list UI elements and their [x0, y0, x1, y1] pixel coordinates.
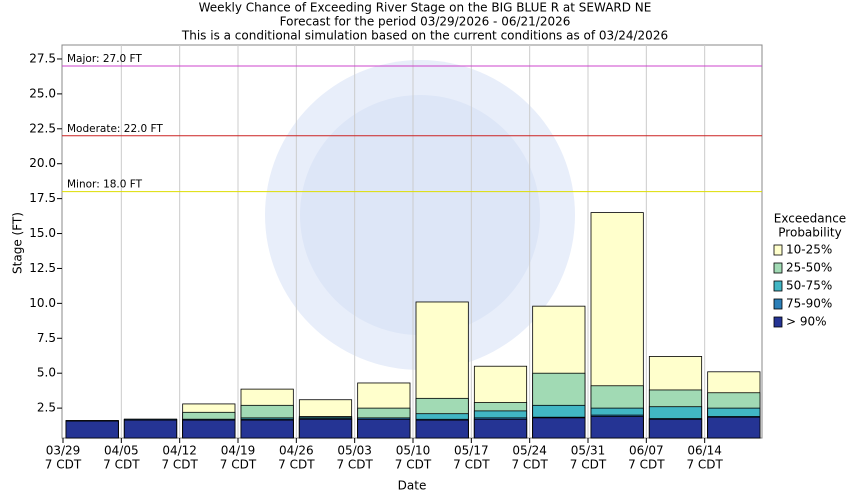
y-tick-label: 22.5: [29, 121, 56, 135]
x-tick-sublabel: 7 CDT: [686, 458, 723, 472]
x-tick-sublabel: 7 CDT: [45, 458, 82, 472]
legend-title: Probability: [778, 226, 841, 240]
legend-label: 25-50%: [786, 261, 832, 275]
legend-swatch: [773, 280, 783, 292]
chart-title: Weekly Chance of Exceeding River Stage o…: [199, 1, 652, 15]
legend-label: 10-25%: [786, 243, 832, 257]
y-tick-label: 12.5: [29, 261, 56, 275]
y-tick-label: 17.5: [29, 191, 56, 205]
x-tick-label: 05/24: [512, 444, 547, 458]
y-tick-label: 27.5: [29, 51, 56, 65]
y-tick-label: 5.0: [37, 366, 56, 380]
x-tick-sublabel: 7 CDT: [453, 458, 490, 472]
bar: [123, 419, 178, 439]
legend-swatch: [773, 244, 783, 256]
y-tick-label: 10.0: [29, 296, 56, 310]
legend-swatch: [773, 262, 783, 274]
bar: [473, 418, 528, 439]
legend-title: Exceedance: [774, 212, 846, 226]
chart-title: Forecast for the period 03/29/2026 - 06/…: [280, 15, 571, 29]
bar: [182, 419, 236, 439]
bar: [648, 418, 703, 439]
x-tick-label: 06/07: [629, 444, 664, 458]
bar: [707, 416, 761, 439]
x-tick-label: 05/17: [454, 444, 489, 458]
y-axis-label: Stage (FT): [11, 212, 25, 274]
x-tick-sublabel: 7 CDT: [570, 458, 607, 472]
x-tick-sublabel: 7 CDT: [628, 458, 665, 472]
bar: [532, 417, 586, 439]
y-tick-label: 20.0: [29, 156, 56, 170]
legend-label: > 90%: [786, 315, 827, 329]
bar: [415, 419, 469, 439]
y-tick-label: 15.0: [29, 226, 56, 240]
x-tick-label: 04/26: [279, 444, 314, 458]
x-tick-label: 06/14: [687, 444, 722, 458]
threshold-label: Moderate: 22.0 FT: [67, 123, 163, 135]
x-tick-sublabel: 7 CDT: [278, 458, 315, 472]
legend-swatch: [773, 298, 783, 310]
y-tick-label: 7.5: [37, 331, 56, 345]
x-tick-label: 04/05: [104, 444, 139, 458]
watermark-inner: [300, 95, 540, 335]
legend-label: 75-90%: [786, 297, 832, 311]
bar: [590, 416, 644, 439]
x-tick-label: 05/31: [571, 444, 606, 458]
bar: [357, 418, 411, 439]
y-tick-label: 2.5: [37, 401, 56, 415]
x-tick-label: 05/03: [337, 444, 372, 458]
x-tick-label: 03/29: [46, 444, 81, 458]
x-axis-label: Date: [398, 479, 427, 493]
x-tick-label: 04/12: [162, 444, 197, 458]
y-tick-label: 25.0: [29, 86, 56, 100]
x-tick-label: 04/19: [221, 444, 256, 458]
threshold-label: Major: 27.0 FT: [67, 53, 142, 65]
bar: [298, 418, 353, 439]
threshold-label: Minor: 18.0 FT: [67, 179, 143, 191]
legend-swatch: [773, 316, 783, 328]
x-tick-sublabel: 7 CDT: [220, 458, 257, 472]
plot-area: [61, 44, 763, 439]
x-tick-sublabel: 7 CDT: [161, 458, 198, 472]
chart-title: This is a conditional simulation based o…: [181, 29, 668, 43]
bar: [240, 419, 294, 439]
legend-label: 50-75%: [786, 279, 832, 293]
x-tick-label: 05/10: [396, 444, 431, 458]
bar: [65, 420, 119, 439]
x-tick-sublabel: 7 CDT: [395, 458, 432, 472]
x-tick-sublabel: 7 CDT: [511, 458, 548, 472]
x-tick-sublabel: 7 CDT: [103, 458, 140, 472]
x-tick-sublabel: 7 CDT: [336, 458, 373, 472]
